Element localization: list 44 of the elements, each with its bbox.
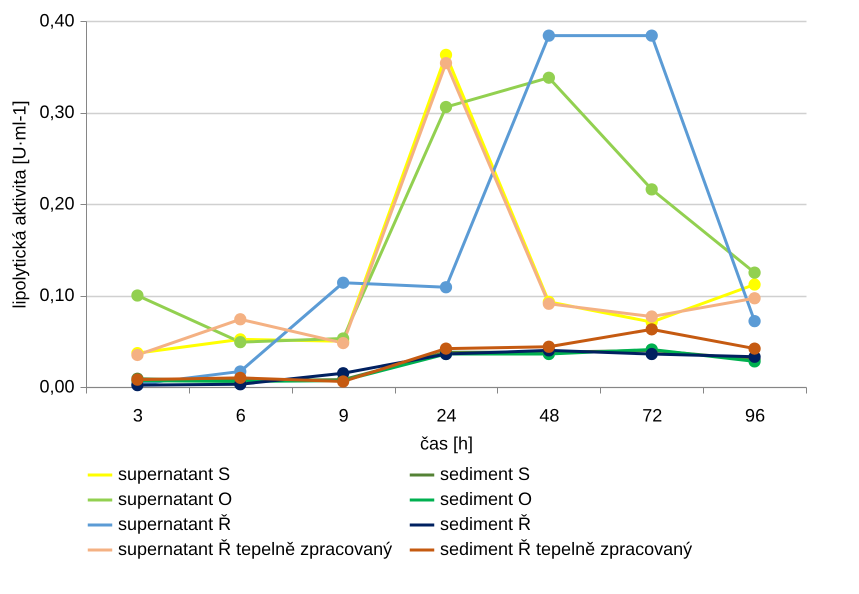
x-tick-label: 6: [236, 406, 246, 426]
point: [440, 342, 452, 355]
legend-label: supernatant S: [118, 464, 230, 484]
y-tick-label: 0,10: [39, 285, 74, 305]
point: [646, 323, 658, 336]
legend-label: supernatant O: [118, 489, 232, 509]
y-axis-title: lipolytická aktivita [U·ml-1]: [9, 100, 30, 309]
x-tick-label: 3: [132, 406, 143, 426]
x-axis-title: čas [h]: [420, 434, 474, 454]
legend-label: sediment Ř tepelně zpracovaný: [440, 539, 692, 559]
point: [234, 336, 246, 348]
point: [646, 30, 658, 42]
point: [748, 315, 761, 328]
legend-label: sediment Ř: [440, 514, 532, 534]
point: [440, 56, 452, 70]
legend-label: sediment S: [440, 464, 530, 484]
point: [337, 276, 350, 289]
y-tick-label: 0,40: [39, 10, 74, 30]
y-tick-label: 0,30: [39, 102, 74, 122]
point: [131, 289, 144, 302]
x-tick-label: 72: [642, 406, 662, 426]
point: [646, 348, 658, 360]
y-tick-label: 0,20: [39, 194, 74, 214]
point: [748, 292, 761, 304]
point: [234, 372, 246, 384]
point: [748, 278, 761, 291]
legend-label: sediment O: [440, 489, 532, 509]
point: [234, 313, 246, 326]
point: [542, 72, 555, 84]
x-tick-label: 48: [539, 406, 560, 426]
legend-label: supernatant Ř: [118, 514, 232, 534]
point: [748, 266, 761, 279]
point: [542, 340, 555, 353]
x-tick-label: 9: [338, 406, 349, 426]
point: [440, 281, 452, 294]
x-tick-label: 96: [745, 406, 766, 426]
point: [542, 30, 555, 42]
point: [440, 100, 452, 114]
point: [646, 183, 658, 196]
y-tick-label: 0,00: [39, 376, 74, 396]
x-tick-label: 24: [436, 406, 457, 426]
point: [646, 310, 658, 323]
legend-label: supernatant Ř tepelně zpracovaný: [118, 539, 392, 559]
point: [748, 342, 761, 355]
